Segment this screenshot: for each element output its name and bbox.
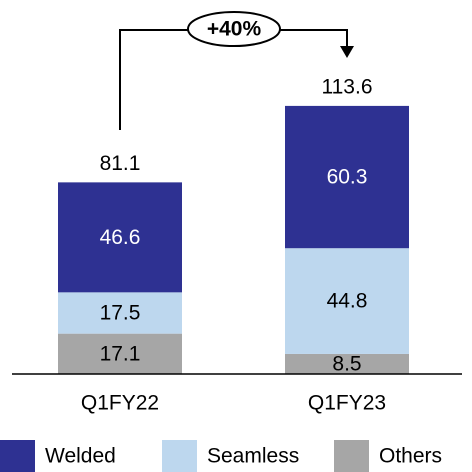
legend-swatch: [162, 440, 197, 472]
data-label: 17.5: [100, 302, 141, 325]
legend-label: Welded: [45, 445, 116, 468]
bar-segment: [58, 333, 182, 374]
bar-segment: [285, 353, 409, 374]
bar-segment: [285, 248, 409, 354]
total-label: 113.6: [322, 75, 373, 98]
legend-swatch: [334, 440, 369, 472]
annotation-bubble: [187, 11, 281, 47]
bar-segment: [58, 292, 182, 334]
legend-swatch: [0, 440, 35, 472]
data-label: 60.3: [327, 166, 368, 189]
growth-arrow: [278, 29, 348, 48]
data-label: 44.8: [327, 290, 368, 313]
legend-label: Others: [379, 445, 442, 468]
x-tick-label: Q1FY22: [81, 392, 159, 415]
data-label: 17.1: [100, 342, 141, 365]
data-label: 8.5: [332, 353, 361, 376]
legend-label: Seamless: [207, 445, 299, 468]
x-tick-label: Q1FY23: [308, 392, 386, 415]
growth-arrow: [119, 29, 190, 130]
bar-segment: [285, 105, 409, 249]
arrow-head: [340, 46, 354, 58]
data-label: 46.6: [100, 226, 141, 249]
total-label: 81.1: [100, 152, 141, 175]
annotation: +40%: [207, 18, 262, 41]
bar-segment: [58, 182, 182, 293]
